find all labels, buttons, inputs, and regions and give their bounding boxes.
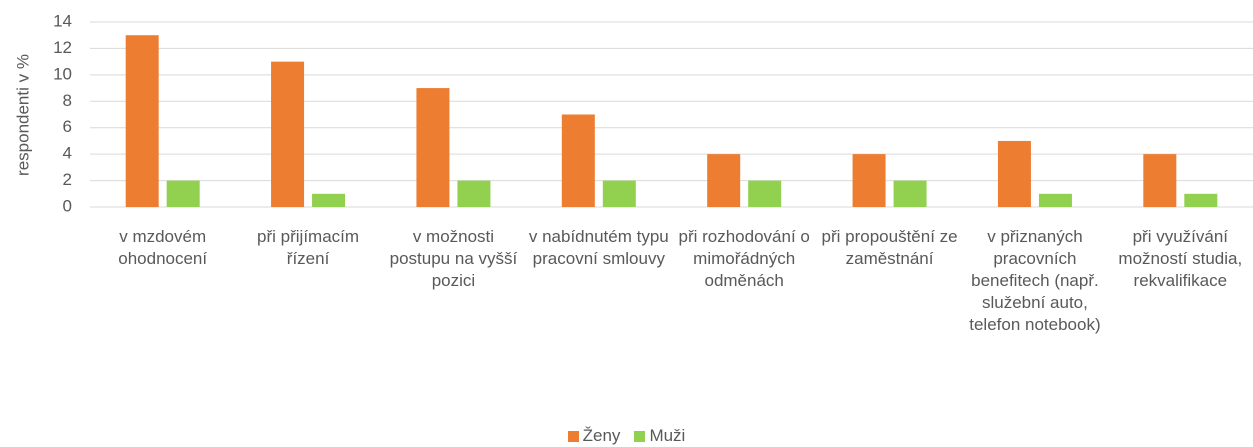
x-tick-label: v nabídnutém typu pracovní smlouvy: [528, 227, 669, 268]
bar: [312, 193, 346, 207]
bar: [707, 154, 741, 207]
y-tick-label: 14: [53, 11, 72, 30]
legend-item: Ženy: [567, 426, 621, 446]
y-tick-label: 0: [63, 196, 72, 215]
bar: [1184, 193, 1218, 207]
bar: [271, 61, 305, 208]
x-tick-label: při využívání možností studia, rekvalifi…: [1118, 227, 1243, 290]
legend-label: Ženy: [582, 426, 621, 445]
x-tick-label: při propouštění ze zaměstnání: [821, 227, 958, 268]
legend: Ženy Muži: [0, 426, 1253, 446]
x-tick-label: při rozhodování o mimořádných odměnách: [678, 227, 810, 290]
legend-item: Muži: [634, 426, 685, 446]
bar: [166, 180, 200, 207]
y-tick-label: 2: [63, 170, 72, 189]
x-tick-label: v přiznaných pracovních benefitech (např…: [969, 227, 1101, 334]
legend-label: Muži: [649, 426, 686, 445]
bar: [561, 114, 595, 207]
y-tick-label: 4: [63, 144, 72, 163]
y-tick-label: 10: [53, 64, 72, 83]
bar: [1038, 193, 1072, 207]
y-axis-label: respondenti v %: [13, 54, 32, 176]
y-tick-label: 12: [53, 38, 72, 57]
y-tick-label: 6: [63, 117, 72, 136]
x-tick-label: při přijímacím řízení: [257, 227, 360, 268]
bar: [1143, 154, 1177, 207]
x-tick-label: v mzdovém ohodnocení: [118, 227, 208, 268]
y-tick-label: 8: [63, 91, 72, 110]
legend-swatch: [634, 430, 646, 442]
bar: [893, 180, 927, 207]
bar: [852, 154, 886, 207]
bar: [457, 180, 491, 207]
bar: [602, 180, 636, 207]
bar: [997, 140, 1031, 207]
x-tick-label: v možnosti postupu na vyšší pozici: [389, 227, 518, 290]
bar: [748, 180, 782, 207]
legend-swatch: [567, 430, 579, 442]
bar: [416, 88, 450, 207]
bar: [125, 35, 159, 207]
